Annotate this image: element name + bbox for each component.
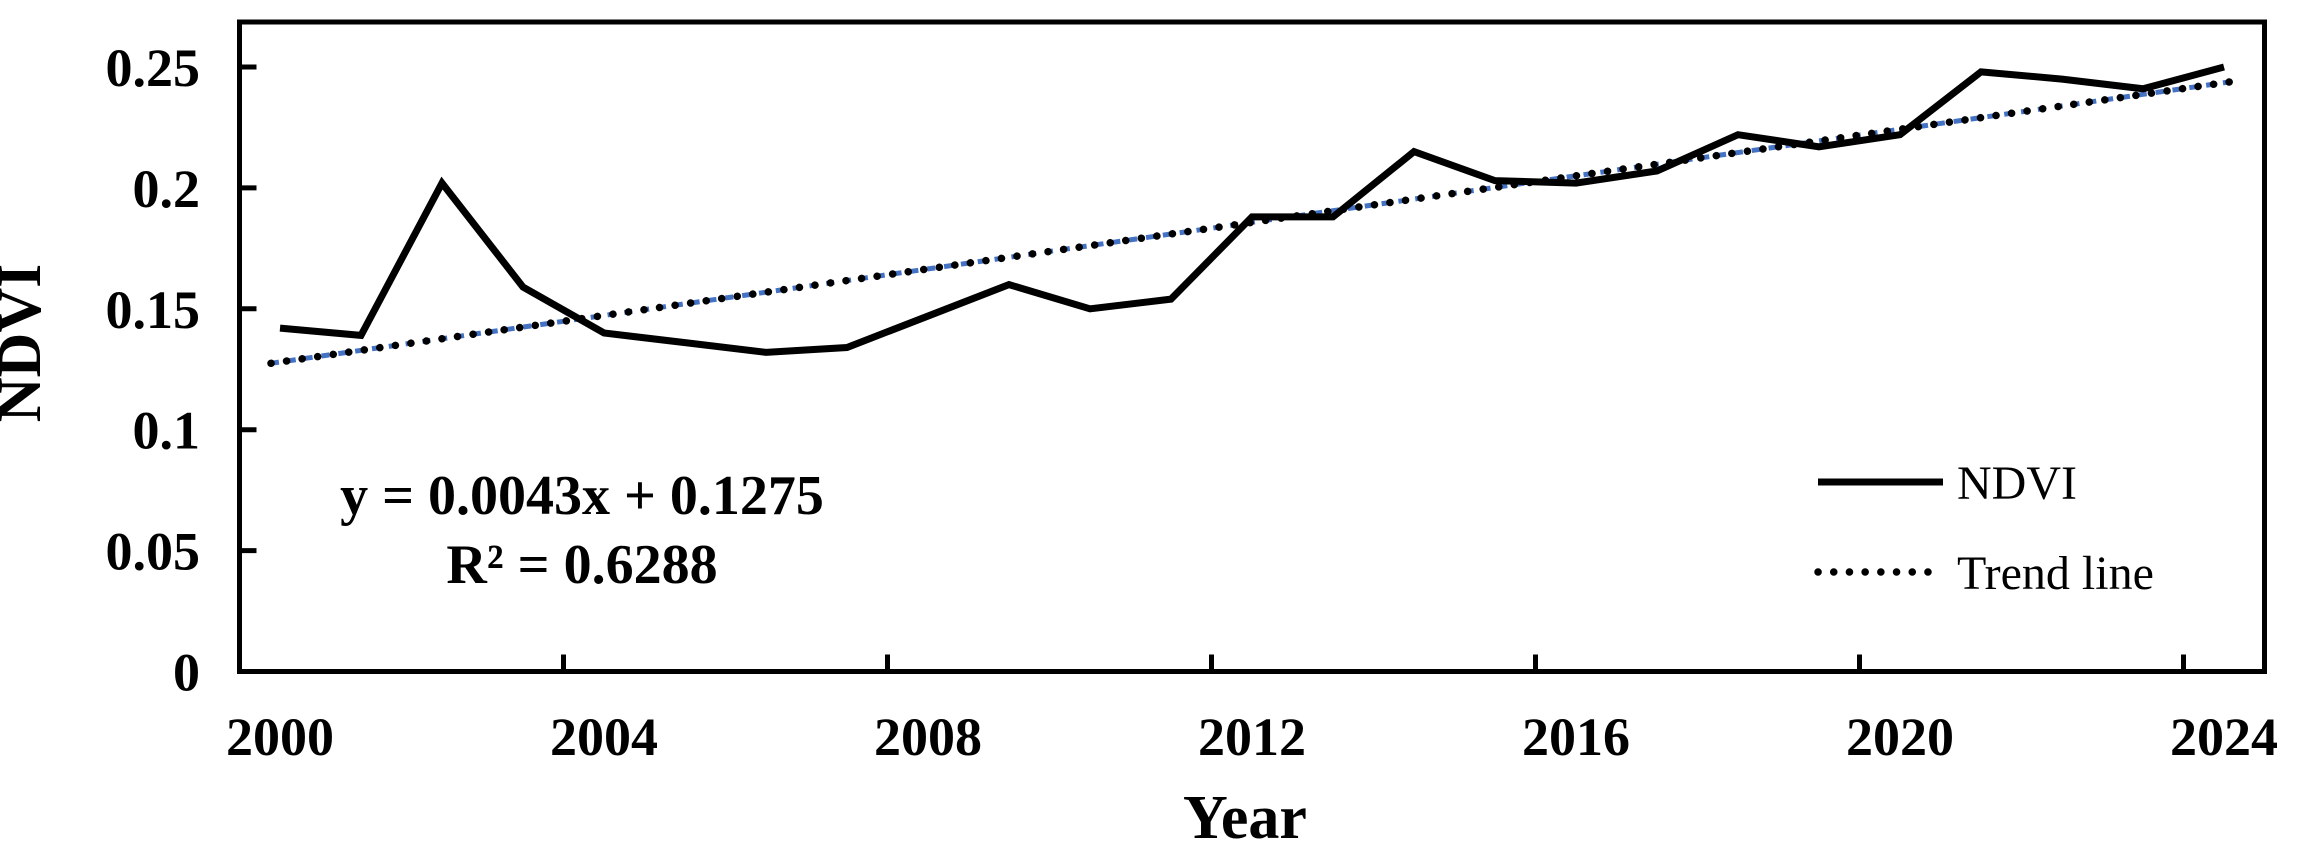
x-axis-tick-label: 2020 bbox=[1846, 707, 1954, 767]
axis-ticks: 0 0.05 0.1 0.15 0.2 0.25 2000 2004 2008 2012 2016 2… bbox=[106, 38, 2279, 767]
y-axis-tick-label: 0 bbox=[173, 643, 200, 703]
plot-border bbox=[237, 19, 2267, 674]
ndvi-line bbox=[279, 63, 2225, 356]
x-axis-tick-label: 2000 bbox=[226, 707, 334, 767]
r-squared-label: R² = 0.6288 bbox=[446, 534, 717, 596]
y-axis-tick-label: 0.25 bbox=[106, 38, 201, 98]
y-axis-tick-label: 0.2 bbox=[133, 159, 201, 219]
x-axis-tick-label: 2016 bbox=[1522, 707, 1630, 767]
y-axis-title: NDVI bbox=[0, 264, 54, 422]
x-axis-title: Year bbox=[1183, 784, 1307, 852]
trend-equation-label: y = 0.0043x + 0.1275 bbox=[340, 465, 824, 527]
x-axis-tick-label: 2012 bbox=[1198, 707, 1306, 767]
y-axis-tick-label: 0.1 bbox=[133, 401, 201, 461]
y-axis-tick-label: 0.05 bbox=[106, 522, 201, 582]
legend: NDVI Trend line bbox=[1814, 457, 2154, 600]
x-axis-tick-label: 2008 bbox=[874, 707, 982, 767]
plot-area bbox=[237, 19, 2267, 674]
legend-label-ndvi: NDVI bbox=[1957, 457, 2077, 510]
legend-label-trend-line: Trend line bbox=[1957, 547, 2154, 600]
legend-swatches bbox=[1814, 478, 1947, 576]
x-axis-tick-label: 2024 bbox=[2170, 707, 2278, 767]
y-axis-tick-label: 0.15 bbox=[106, 280, 201, 340]
x-axis-tick-label: 2004 bbox=[550, 707, 658, 767]
